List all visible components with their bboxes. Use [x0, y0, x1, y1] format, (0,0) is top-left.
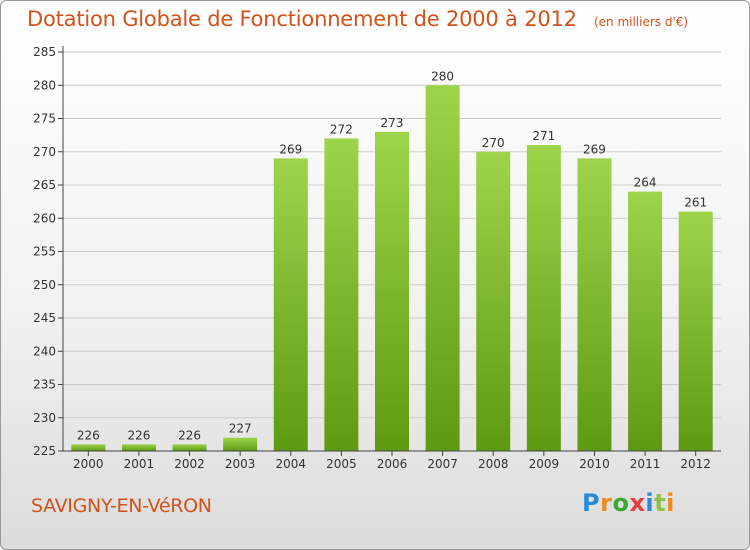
- x-tick-label: 2005: [326, 457, 357, 471]
- commune-name: SAVIGNY-EN-VéRON: [31, 495, 212, 517]
- bar-value-label: 270: [482, 136, 505, 150]
- x-tick-label: 2007: [427, 457, 458, 471]
- bar-value-label: 226: [127, 428, 150, 442]
- bar: [628, 191, 663, 451]
- bar: [121, 444, 156, 451]
- y-tick-label: 255: [33, 245, 56, 259]
- logo-letter: i: [645, 489, 655, 517]
- bar: [425, 85, 460, 451]
- bar-value-label: 273: [381, 116, 404, 130]
- bar: [223, 437, 258, 451]
- y-tick-label: 285: [33, 45, 56, 59]
- proxiti-logo[interactable]: Proxiti: [582, 489, 675, 517]
- y-tick-label: 245: [33, 311, 56, 325]
- bar-value-label: 261: [684, 196, 707, 210]
- bar-value-label: 227: [229, 422, 252, 436]
- y-tick-label: 275: [33, 112, 56, 126]
- logo-letter: r: [600, 489, 613, 517]
- y-tick-label: 260: [33, 211, 56, 225]
- bar: [476, 151, 511, 451]
- logo-letter: t: [654, 489, 667, 517]
- logo-letter: i: [666, 489, 675, 517]
- y-tick-label: 230: [33, 411, 56, 425]
- logo-letter: P: [582, 489, 601, 517]
- x-tick-label: 2001: [124, 457, 155, 471]
- y-tick-label: 270: [33, 145, 56, 159]
- chart-unit: (en milliers d'€): [593, 15, 689, 29]
- bar-value-label: 272: [330, 122, 353, 136]
- x-tick-label: 2002: [174, 457, 205, 471]
- x-tick-label: 2000: [73, 457, 104, 471]
- bar: [71, 444, 106, 451]
- y-tick-label: 265: [33, 178, 56, 192]
- chart-title: Dotation Globale de Fonctionnement de 20…: [27, 7, 577, 31]
- x-tick-label: 2011: [630, 457, 661, 471]
- y-tick-label: 225: [33, 444, 56, 458]
- bar: [273, 158, 308, 451]
- bar: [172, 444, 207, 451]
- chart-header: Dotation Globale de Fonctionnement de 20…: [27, 7, 688, 31]
- x-tick-label: 2003: [225, 457, 256, 471]
- x-tick-label: 2006: [377, 457, 408, 471]
- y-tick-label: 240: [33, 344, 56, 358]
- x-tick-label: 2010: [579, 457, 610, 471]
- bar-value-label: 271: [532, 129, 555, 143]
- y-tick-label: 280: [33, 78, 56, 92]
- bar-value-label: 226: [77, 428, 100, 442]
- bar-value-label: 269: [583, 142, 606, 156]
- logo-letter: o: [612, 489, 630, 517]
- x-tick-label: 2009: [529, 457, 560, 471]
- logo-letter: x: [629, 489, 646, 517]
- y-tick-label: 250: [33, 278, 56, 292]
- bar-value-label: 280: [431, 69, 454, 83]
- bar-value-label: 269: [279, 142, 302, 156]
- x-tick-label: 2008: [478, 457, 509, 471]
- bar: [526, 145, 561, 451]
- x-tick-label: 2004: [275, 457, 306, 471]
- bar: [678, 211, 713, 451]
- bar: [375, 131, 409, 452]
- y-tick-label: 235: [33, 378, 56, 392]
- bar: [577, 158, 612, 451]
- bar-value-label: 264: [634, 176, 657, 190]
- bar: [324, 138, 359, 451]
- x-tick-label: 2012: [680, 457, 711, 471]
- bar-value-label: 226: [178, 428, 201, 442]
